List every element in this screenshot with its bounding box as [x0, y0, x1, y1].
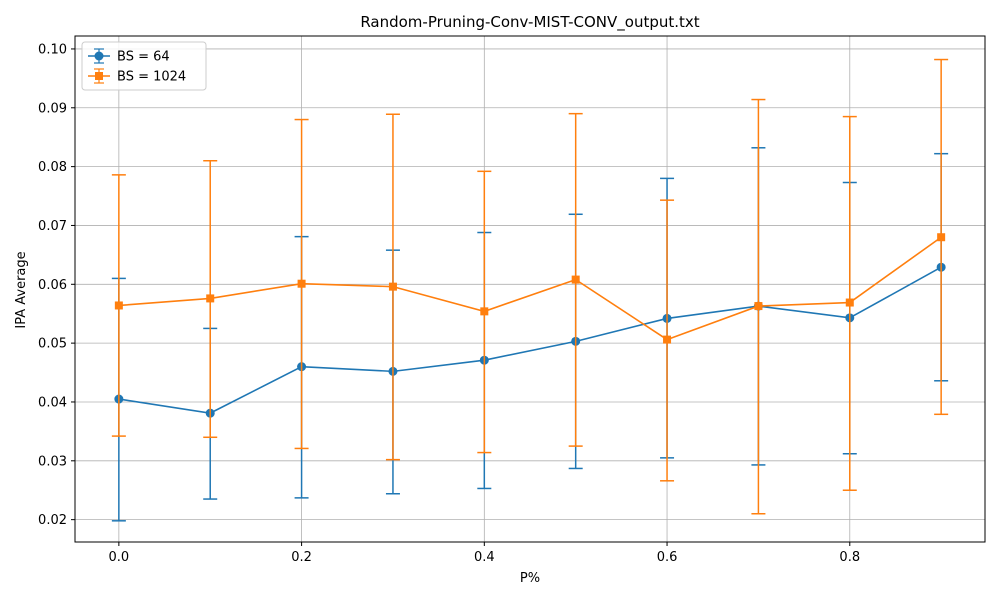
x-tick-label: 0.4 — [474, 550, 495, 565]
data-point — [845, 298, 854, 307]
data-point — [297, 279, 306, 288]
legend-marker — [94, 51, 104, 61]
y-tick-label: 0.10 — [38, 42, 67, 57]
data-point — [388, 282, 397, 291]
legend: BS = 64 BS = 1024 — [81, 41, 207, 91]
legend-entry: BS = 1024 — [88, 68, 186, 85]
data-point — [480, 307, 489, 316]
y-tick-label: 0.05 — [38, 337, 67, 352]
data-point — [663, 335, 672, 344]
legend-label: BS = 1024 — [117, 70, 186, 85]
chart-title: Random-Pruning-Conv-MIST-CONV_output.txt — [360, 13, 699, 32]
data-point — [206, 294, 215, 303]
x-tick-label: 0.2 — [291, 550, 312, 565]
data-point — [754, 302, 763, 311]
legend-items: BS = 64 BS = 1024 — [88, 48, 186, 85]
y-tick-label: 0.02 — [38, 513, 67, 528]
ticks: 0.0 0.2 0.4 0.6 0.8 0.02 0.03 0.04 0.05 0.06 0.07 0… — [38, 42, 860, 565]
y-tick-label: 0.04 — [38, 395, 67, 410]
legend-box — [81, 41, 207, 91]
series-line — [118, 266, 942, 414]
legend-entry: BS = 64 — [88, 48, 170, 65]
y-axis-label: IPA Average — [14, 251, 29, 328]
y-tick-label: 0.09 — [38, 101, 67, 116]
series-layer — [111, 58, 949, 522]
legend-marker — [95, 72, 103, 80]
data-point — [114, 301, 123, 310]
y-tick-label: 0.08 — [38, 160, 67, 175]
plot-frame — [74, 35, 986, 543]
data-point — [571, 275, 580, 284]
x-tick-label: 0.6 — [657, 550, 678, 565]
y-tick-label: 0.06 — [38, 278, 67, 293]
y-tick-label: 0.03 — [38, 454, 67, 469]
series-2 — [111, 58, 949, 515]
x-tick-label: 0.0 — [109, 550, 130, 565]
y-tick-label: 0.07 — [38, 219, 67, 234]
data-point — [937, 233, 946, 242]
series-line — [118, 236, 942, 341]
legend-label: BS = 64 — [117, 50, 170, 65]
x-tick-label: 0.8 — [839, 550, 860, 565]
x-axis-label: P% — [520, 571, 540, 586]
